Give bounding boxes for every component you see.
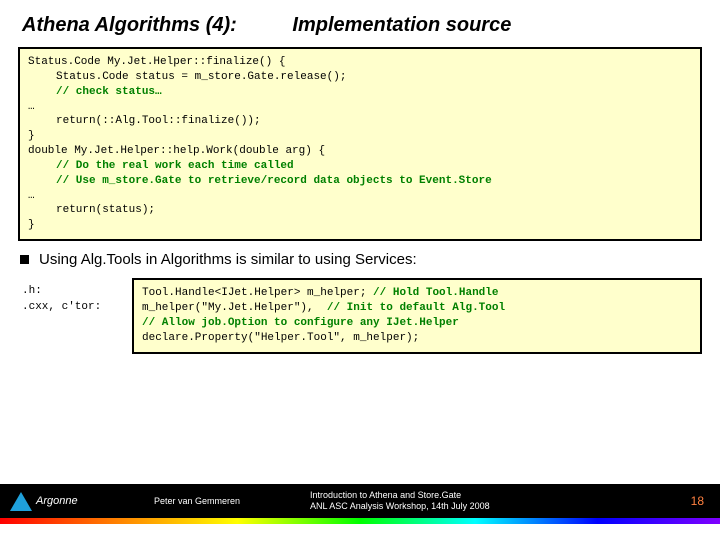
code-row-second: .h: .cxx, c'tor: Tool.Handle<IJet.Helper… [22, 278, 702, 353]
argonne-logo: Argonne [10, 489, 94, 513]
argonne-logo-text: Argonne [36, 495, 78, 507]
code-comment: // check status… [28, 85, 692, 100]
code-line: return(status); [28, 203, 692, 218]
title-part1: Athena Algorithms (4): [22, 14, 237, 36]
row2-label1: .h: [22, 285, 42, 297]
code-line: double My.Jet.Helper::help.Work(double a… [28, 144, 692, 159]
code-line: declare.Property("Helper.Tool", m_helper… [142, 331, 692, 346]
title-part2: Implementation source [292, 14, 511, 36]
code-line: return(::Alg.Tool::finalize()); [28, 114, 692, 129]
code-line: … [28, 189, 692, 204]
row2-label2: .cxx, c'tor: [22, 301, 101, 313]
slide-footer: Argonne Peter van Gemmeren Introduction … [0, 484, 720, 540]
row2-labels: .h: .cxx, c'tor: [22, 278, 132, 353]
code-line: } [28, 218, 692, 233]
footer-center-l1: Introduction to Athena and Store.Gate [310, 490, 490, 501]
code-frag: m_helper("My.Jet.Helper"), [142, 302, 327, 314]
code-frag: Tool.Handle<IJet.Helper> m_helper; [142, 287, 373, 299]
code-box-second: Tool.Handle<IJet.Helper> m_helper; // Ho… [132, 278, 702, 353]
code-comment: // Allow job.Option to configure any IJe… [142, 316, 692, 331]
bullet-label: Using Alg.Tools in Algorithms is similar… [39, 251, 417, 268]
code-line: Tool.Handle<IJet.Helper> m_helper; // Ho… [142, 286, 692, 301]
code-comment: // Use m_store.Gate to retrieve/record d… [28, 174, 692, 189]
code-line: Status.Code status = m_store.Gate.releas… [28, 70, 692, 85]
bullet-text: Using Alg.Tools in Algorithms is similar… [20, 251, 720, 268]
slide-title: Athena Algorithms (4): Implementation so… [0, 0, 720, 47]
footer-center: Introduction to Athena and Store.Gate AN… [310, 490, 490, 513]
code-line: } [28, 129, 692, 144]
footer-below [0, 524, 720, 540]
code-comment: // Do the real work each time called [28, 159, 692, 174]
code-comment: // Init to default Alg.Tool [327, 302, 505, 314]
code-box-main: Status.Code My.Jet.Helper::finalize() { … [18, 47, 702, 241]
code-line: Status.Code My.Jet.Helper::finalize() { [28, 55, 692, 70]
code-comment: // Hold Tool.Handle [373, 287, 498, 299]
footer-author: Peter van Gemmeren [154, 496, 240, 506]
page-number: 18 [691, 494, 704, 508]
footer-band: Argonne Peter van Gemmeren Introduction … [0, 484, 720, 518]
argonne-logo-icon [10, 492, 32, 511]
footer-center-l2: ANL ASC Analysis Workshop, 14th July 200… [310, 501, 490, 512]
bullet-square-icon [20, 255, 29, 264]
code-line: … [28, 100, 692, 115]
code-line: m_helper("My.Jet.Helper"), // Init to de… [142, 301, 692, 316]
